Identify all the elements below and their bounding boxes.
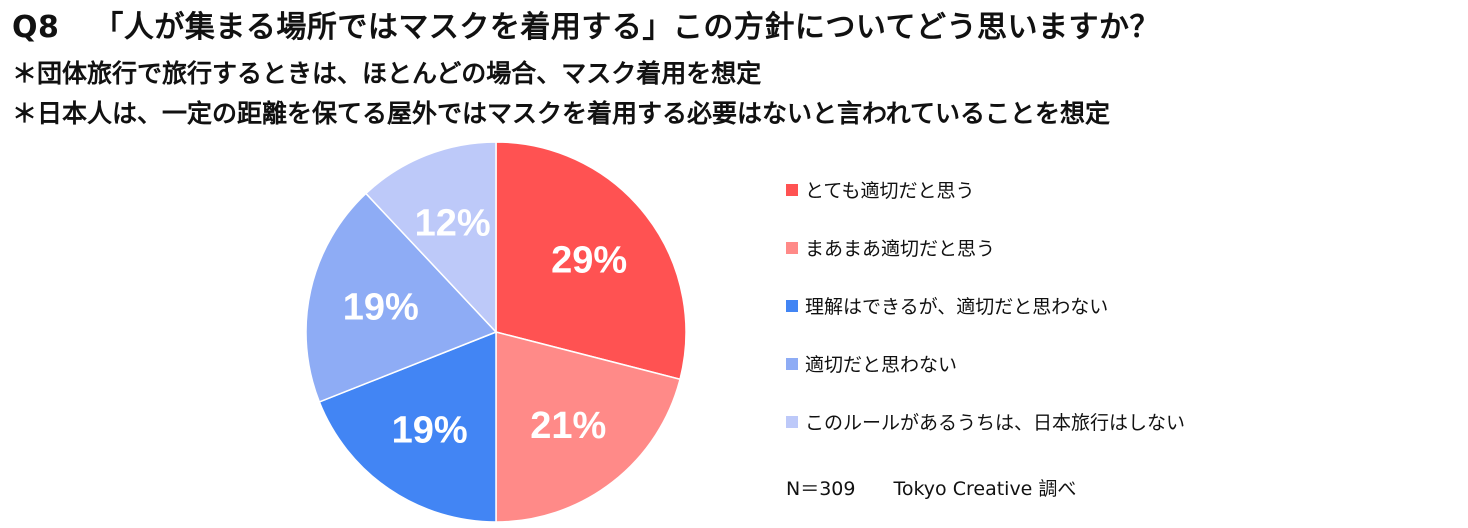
note-group-travel: ＊団体旅行で旅行するときは、ほとんどの場合、マスク着用を想定	[12, 59, 762, 88]
legend-swatch	[786, 416, 798, 428]
legend-label: 理解はできるが、適切だと思わない	[805, 296, 1109, 318]
chart-legend: とても適切だと思う まあまあ適切だと思う理解はできるが、適切だと思わない 適切だと思…	[786, 176, 1185, 466]
pie-chart: 29% 21% 19% 19% 12%	[305, 141, 687, 523]
legend-label: とても適切だと思う	[805, 180, 975, 202]
slice-label-1: 29%	[551, 240, 627, 282]
sample-size: N＝309	[786, 478, 856, 500]
pie-slice-4	[305, 192, 498, 403]
legend-swatch	[786, 184, 798, 196]
legend-item-3: 理解はできるが、適切だと思わない	[786, 292, 1185, 350]
pie-slice-1	[495, 141, 687, 381]
slice-label-2: 21%	[530, 405, 606, 447]
question-title: Q8 「人が集まる場所ではマスクを着用する」この方針についてどう思いますか？	[12, 2, 1160, 46]
legend-item-1: とても適切だと思う	[786, 176, 1185, 234]
source-credit: Tokyo Creative 調べ	[893, 478, 1077, 500]
legend-swatch	[786, 242, 798, 254]
legend-item-4: 適切だと思わない	[786, 350, 1185, 408]
pie-slice-2	[495, 331, 681, 523]
legend-label: このルールがあるうちは、日本旅行はしない	[805, 412, 1186, 434]
slice-label-5: 12%	[415, 202, 491, 244]
legend-label: まあまあ適切だと思う	[805, 238, 996, 260]
legend-label: 適切だと思わない	[805, 354, 958, 376]
chart-footer: N＝309 Tokyo Creative 調べ	[786, 474, 1076, 501]
slice-label-3: 19%	[392, 410, 468, 452]
slice-label-4: 19%	[343, 286, 419, 328]
pie-slice-3	[318, 330, 497, 523]
legend-swatch	[786, 300, 798, 312]
legend-item-2: まあまあ適切だと思う	[786, 234, 1185, 292]
question-number: Q8	[12, 10, 60, 45]
pie-slice-5	[364, 141, 497, 334]
note-outdoor-mask: ＊日本人は、一定の距離を保てる屋外ではマスクを着用する必要はないと言われているこ…	[12, 99, 1111, 128]
legend-swatch	[786, 358, 798, 370]
legend-item-5: このルールがあるうちは、日本旅行はしない	[786, 408, 1185, 466]
question-text: 「人が集まる場所ではマスクを着用する」この方針についてどう思いますか？	[93, 10, 1160, 45]
